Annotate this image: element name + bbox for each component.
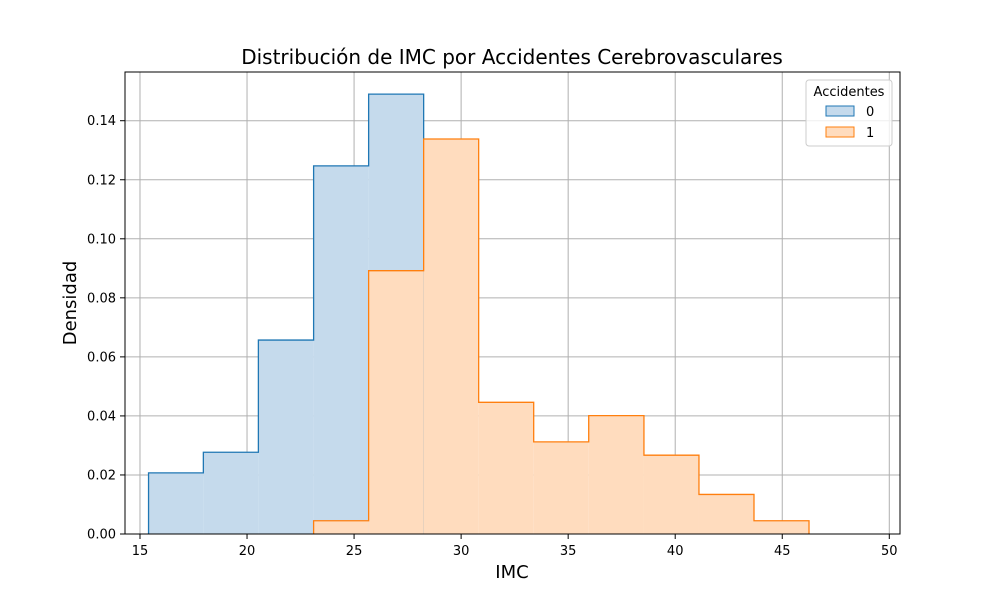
bar-series-0-bin-3 [313, 165, 369, 534]
legend-swatch-0 [825, 105, 855, 117]
x-tick-label-5: 40 [667, 544, 684, 559]
x-tick-label-3: 30 [453, 544, 470, 559]
histogram-layer [147, 93, 810, 535]
bar-series-1-bin-5 [423, 139, 479, 534]
bar-series-1-bin-3 [313, 520, 369, 534]
step-outline-series-0 [147, 93, 425, 534]
y-tick-label-0: 0.00 [87, 528, 116, 543]
bar-series-1-bin-4 [368, 270, 424, 534]
x-tick-label-0: 15 [132, 544, 149, 559]
x-tick-label-4: 35 [560, 544, 577, 559]
step-outline-series-1 [312, 138, 810, 534]
y-tick-label-7: 0.14 [87, 114, 116, 129]
y-tick-label-3: 0.06 [87, 350, 116, 365]
legend-label-0: 0 [866, 105, 874, 120]
bar-series-1-bin-9 [643, 455, 699, 534]
bar-series-0-bin-0 [148, 472, 204, 534]
x-tick-label-7: 50 [881, 544, 898, 559]
ticks-layer: 15 20 25 30 35 40 45 50 0.00 0.02 0.04 0.06 0.08 0.10… [87, 114, 898, 559]
x-tick-label-6: 45 [774, 544, 791, 559]
bar-series-0-bin-2 [258, 340, 314, 534]
bar-series-1-bin-10 [698, 494, 754, 534]
bar-series-1-bin-7 [533, 441, 589, 534]
x-tick-label-2: 25 [346, 544, 363, 559]
y-tick-label-2: 0.04 [87, 409, 116, 424]
bar-series-1-bin-8 [588, 415, 644, 534]
grid-layer [125, 72, 900, 535]
legend-label-1: 1 [866, 126, 874, 141]
x-axis-label: IMC [495, 562, 528, 583]
x-tick-label-1: 20 [239, 544, 256, 559]
chart-title: Distribución de IMC por Accidentes Cereb… [241, 45, 783, 69]
legend-title: Accidentes [814, 85, 885, 100]
y-tick-label-1: 0.02 [87, 468, 116, 483]
bar-series-1-bin-6 [478, 402, 534, 534]
y-tick-label-4: 0.08 [87, 291, 116, 306]
y-tick-label-6: 0.12 [87, 173, 116, 188]
series-1 [312, 138, 810, 534]
bar-series-1-bin-11 [753, 520, 810, 534]
legend: Accidentes 0 1 [805, 79, 893, 147]
legend-swatch-1 [825, 126, 855, 138]
bar-series-0-bin-1 [203, 452, 259, 534]
y-tick-label-5: 0.10 [87, 232, 116, 247]
y-axis-label: Densidad [60, 261, 81, 346]
plot-frame [124, 71, 901, 535]
